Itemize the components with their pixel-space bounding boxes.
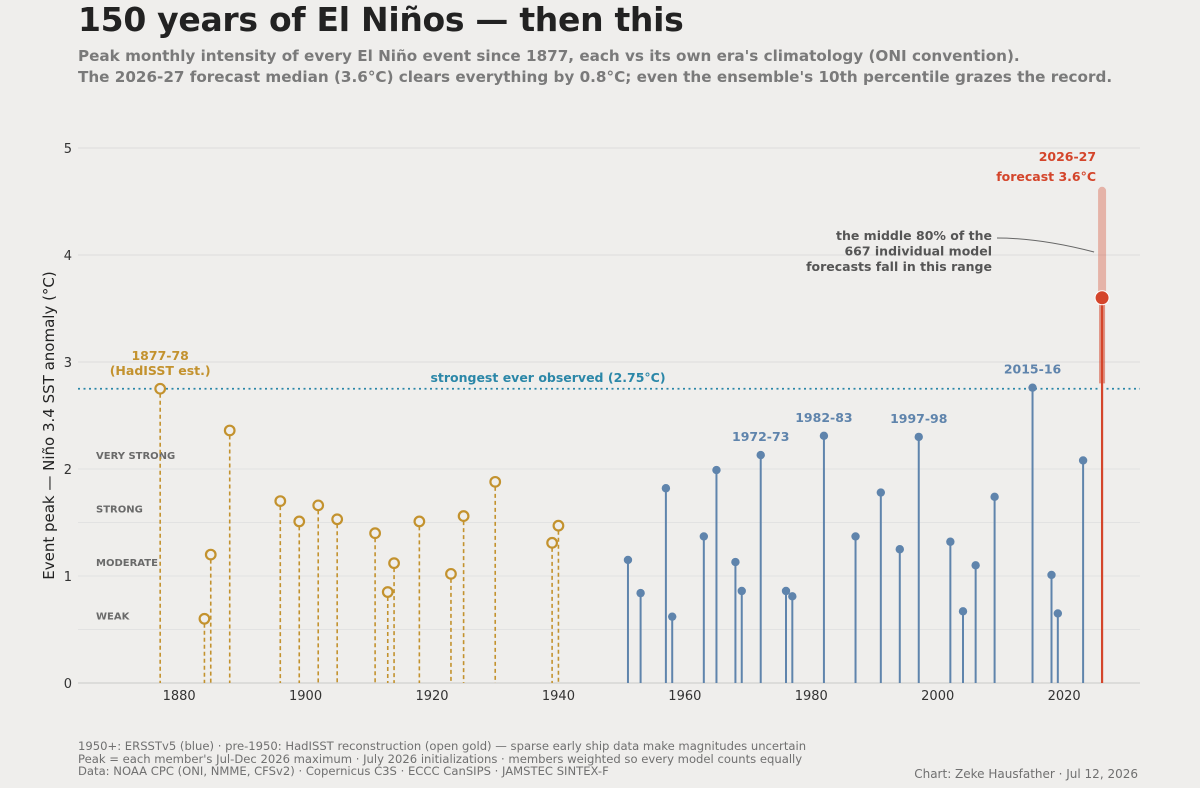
y-tick-label: 1 [64, 570, 72, 585]
event-point [154, 382, 167, 395]
forecast-range-note-line: forecasts fall in this range [806, 259, 992, 274]
intensity-category-label: STRONG [96, 505, 143, 516]
intensity-category-label: WEAK [96, 612, 131, 623]
event-point [1047, 570, 1056, 580]
forecast-range-note-line: the middle 80% of the [836, 228, 992, 243]
chart-footnotes: 1950+: ERSSTv5 (blue) · pre-1950: HadISS… [78, 740, 806, 778]
event-point [668, 612, 677, 621]
x-tick-label: 2020 [1048, 689, 1081, 704]
y-tick-label: 2 [64, 463, 72, 478]
x-tick-label: 1920 [415, 689, 448, 704]
footnote-line-1: 1950+: ERSSTv5 (blue) · pre-1950: HadISS… [78, 739, 807, 753]
x-tick-label: 1980 [795, 689, 828, 704]
event-point [788, 592, 797, 601]
intensity-category-label: VERY STRONG [96, 451, 175, 462]
event-point [756, 450, 765, 460]
forecast-label-line-2: forecast 3.6°C [996, 169, 1096, 184]
event-point [737, 586, 746, 596]
event-point [293, 515, 306, 528]
chart-credit: Chart: Zeke Hausfather · Jul 12, 2026 [914, 767, 1138, 781]
y-tick-label: 5 [64, 142, 72, 157]
event-point [552, 519, 565, 532]
x-tick-label: 1940 [542, 689, 575, 704]
event-point [388, 557, 400, 570]
event-point [413, 515, 426, 528]
event-point [312, 499, 325, 512]
event-point [198, 612, 211, 625]
event-point [331, 513, 344, 526]
event-point [895, 545, 904, 554]
event-label: 1982-83 [795, 410, 852, 425]
event-point [1053, 609, 1063, 618]
y-tick-label: 0 [64, 677, 72, 692]
event-label: 2015-16 [1004, 362, 1062, 377]
chart-subtitle: Peak monthly intensity of every El Niño … [78, 46, 1112, 88]
event-point [636, 588, 645, 598]
event-point [914, 432, 923, 442]
event-point [369, 527, 382, 540]
event-point [876, 488, 886, 497]
footnote-line-3: Data: NOAA CPC (ONI, NMME, CFSv2) · Cope… [78, 764, 609, 778]
event-point [958, 607, 968, 616]
event-point [623, 555, 633, 565]
event-point [381, 586, 394, 598]
event-point [731, 557, 740, 567]
event-label: 1997-98 [890, 411, 947, 426]
event-point [274, 495, 287, 508]
event-point [1078, 456, 1088, 465]
event-point [204, 548, 217, 561]
forecast-range-note-leader [996, 237, 1095, 253]
intensity-category-label: MODERATE [96, 558, 158, 569]
event-point [699, 532, 709, 541]
event-point [457, 510, 470, 522]
event-point [489, 475, 502, 488]
x-tick-label: 1960 [668, 689, 701, 704]
forecast-median-point [1094, 290, 1110, 306]
event-point [781, 586, 791, 596]
event-label: 1972-73 [732, 429, 789, 444]
event-point [971, 561, 980, 570]
record-reference-label: strongest ever observed (2.75°C) [430, 370, 665, 385]
forecast-range-note-line: 667 individual model [844, 244, 992, 259]
subtitle-line-2: The 2026-27 forecast median (3.6°C) clea… [78, 68, 1113, 86]
event-point [1028, 383, 1037, 392]
forecast-label-line-1: 2026-27 [1039, 149, 1096, 164]
event-point [445, 567, 457, 580]
x-tick-label: 1900 [289, 689, 322, 704]
y-axis-label: Event peak — Niño 3.4 SST anomaly (°C) [40, 271, 58, 580]
chart-title: 150 years of El Niños — then this [78, 0, 684, 39]
x-tick-label: 1880 [163, 689, 196, 704]
event-point [990, 492, 999, 502]
y-tick-label: 3 [64, 356, 72, 371]
event-point [946, 537, 955, 546]
event-point [223, 424, 236, 437]
event-point [712, 465, 721, 475]
y-tick-label: 4 [64, 249, 72, 264]
event-point [819, 431, 829, 441]
event-label: (HadISST est.) [110, 363, 211, 378]
footnote-line-2: Peak = each member's Jul-Dec 2026 maximu… [78, 751, 803, 766]
event-label: 1877-78 [131, 348, 188, 363]
event-point [661, 484, 671, 493]
subtitle-line-1: Peak monthly intensity of every El Niño … [78, 47, 1020, 65]
event-point [546, 536, 559, 549]
event-point [851, 532, 860, 541]
x-tick-label: 2000 [921, 689, 954, 704]
